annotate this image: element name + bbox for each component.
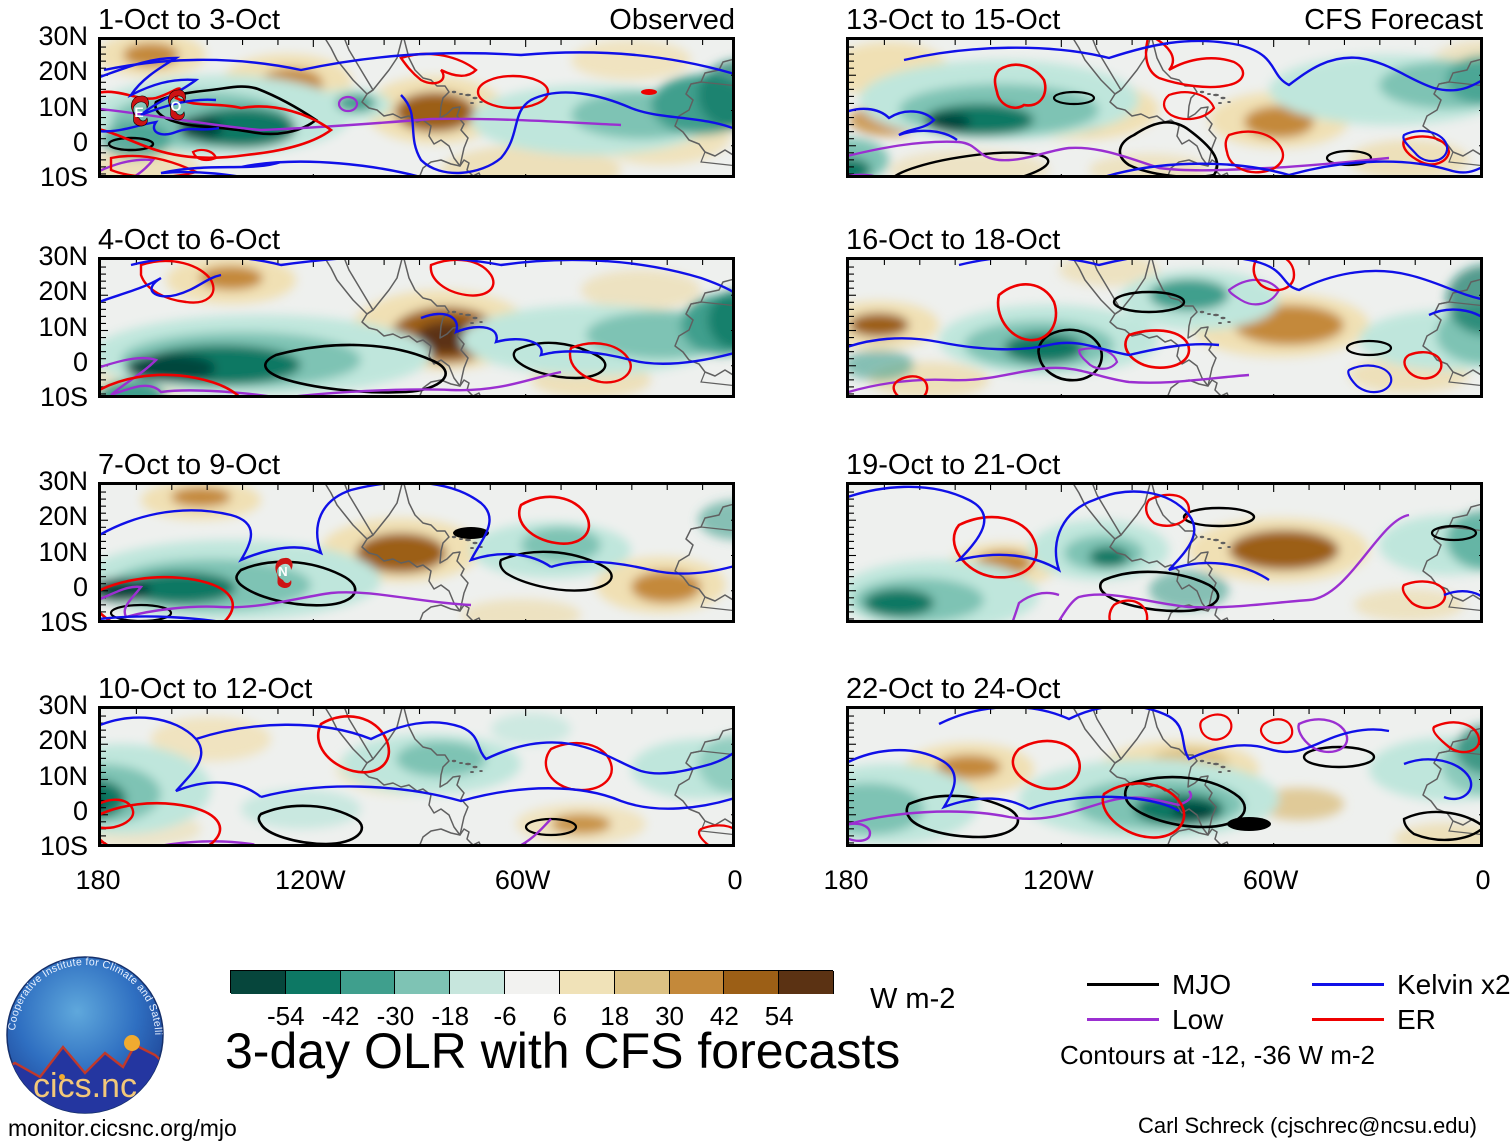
svg-text:O: O bbox=[171, 98, 182, 114]
svg-text:cics.nc: cics.nc bbox=[33, 1067, 137, 1105]
svg-text:N: N bbox=[278, 564, 287, 579]
svg-text:E: E bbox=[134, 104, 143, 120]
